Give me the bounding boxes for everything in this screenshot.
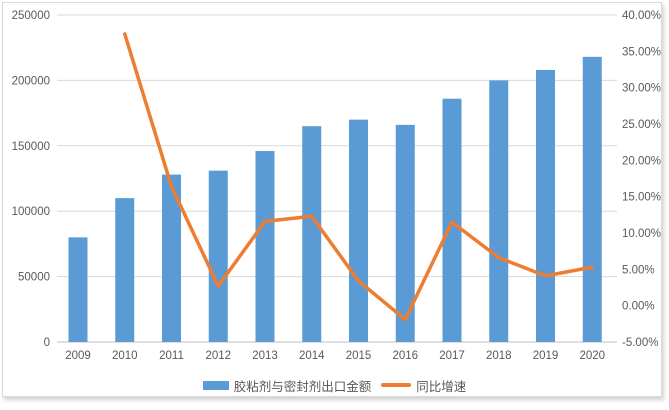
y-axis-left-tick-label: 200000 <box>12 75 50 87</box>
x-axis-year-label: 2020 <box>579 350 605 362</box>
bar-series-swatch-icon <box>202 380 229 390</box>
x-axis-year-label: 2014 <box>299 350 325 362</box>
x-axis-year-label: 2015 <box>346 350 372 362</box>
x-axis-year-label: 2010 <box>112 350 138 362</box>
y-axis-right-tick-label: 20.00% <box>622 155 661 167</box>
x-axis-year-label: 2018 <box>486 350 512 362</box>
y-axis-left-tick-label: 0 <box>44 337 50 349</box>
y-axis-right-tick-label: 40.00% <box>622 10 661 22</box>
bar-export-amount <box>349 119 368 342</box>
y-axis-right-tick-label: 0.00% <box>622 301 655 313</box>
x-axis-year-label: 2016 <box>392 350 418 362</box>
legend-item-export-amount: 胶粘剂与密封剂出口金额 <box>202 376 372 395</box>
legend-line-label: 同比增速 <box>416 379 467 394</box>
legend-item-yoy-growth: 同比增速 <box>381 376 466 395</box>
y-axis-left-tick-label: 250000 <box>12 10 50 22</box>
x-axis-year-label: 2009 <box>65 350 91 362</box>
bar-export-amount <box>68 237 88 342</box>
bar-export-amount <box>582 56 602 343</box>
bar-export-amount <box>162 174 181 342</box>
x-axis-year-label: 2019 <box>533 350 559 362</box>
bar-export-amount <box>302 126 322 343</box>
y-axis-left-tick-label: 150000 <box>12 141 50 153</box>
chart-legend: 胶粘剂与密封剂出口金额 同比增速 <box>0 374 669 396</box>
bar-export-amount <box>255 151 275 342</box>
y-axis-right-tick-label: 25.00% <box>622 119 661 131</box>
bar-export-amount <box>115 198 135 342</box>
y-axis-right-tick-label: 30.00% <box>622 83 661 95</box>
x-axis-year-label: 2017 <box>439 350 465 362</box>
bar-export-amount <box>536 69 555 342</box>
y-axis-right-tick-label: 10.00% <box>622 228 661 240</box>
x-axis-year-label: 2011 <box>159 350 184 362</box>
legend-bar-label: 胶粘剂与密封剂出口金额 <box>233 379 372 394</box>
y-axis-right-tick-label: 15.00% <box>622 192 661 204</box>
y-axis-right-tick-label: 35.00% <box>622 46 661 58</box>
x-axis-year-label: 2012 <box>205 350 231 362</box>
bar-export-amount <box>395 124 415 342</box>
y-axis-left-tick-label: 50000 <box>18 272 50 284</box>
y-axis-right-tick-label: -5.00% <box>622 337 658 349</box>
bar-export-amount <box>489 80 509 343</box>
y-axis-right-tick-label: 5.00% <box>622 264 655 276</box>
x-axis-year-label: 2013 <box>252 350 278 362</box>
y-axis-left-tick-label: 100000 <box>12 206 50 218</box>
line-series-swatch-icon <box>381 383 412 387</box>
line-yoy-growth <box>123 32 594 322</box>
bar-export-amount <box>208 170 228 342</box>
